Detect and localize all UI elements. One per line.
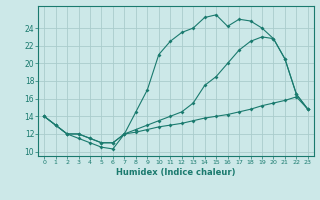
X-axis label: Humidex (Indice chaleur): Humidex (Indice chaleur)	[116, 168, 236, 177]
